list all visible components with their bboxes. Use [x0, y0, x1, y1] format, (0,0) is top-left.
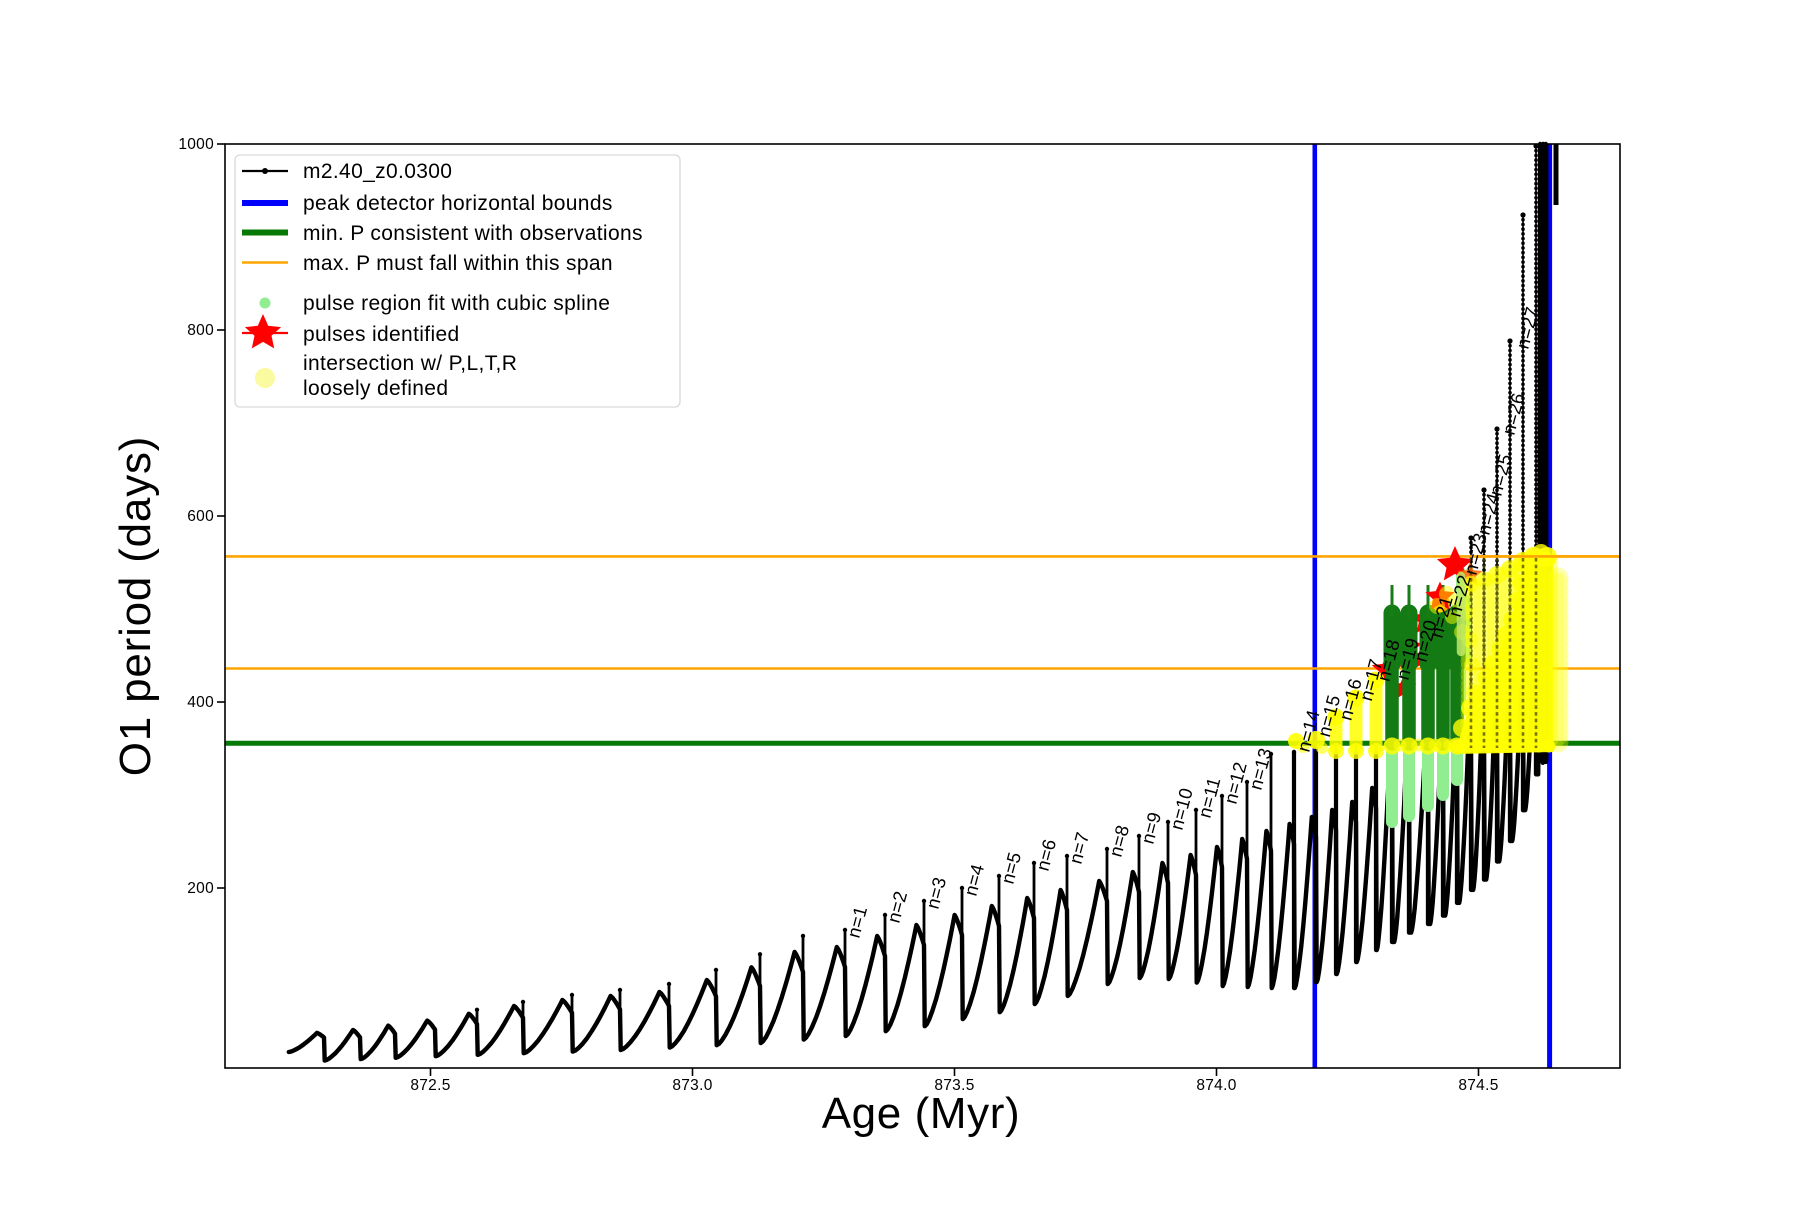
- svg-text:800: 800: [187, 322, 214, 339]
- svg-text:Age (Myr): Age (Myr): [822, 1089, 1021, 1138]
- svg-text:874.5: 874.5: [1458, 1077, 1498, 1094]
- svg-text:873.0: 873.0: [672, 1077, 712, 1094]
- svg-text:874.0: 874.0: [1196, 1077, 1236, 1094]
- svg-text:m2.40_z0.0300: m2.40_z0.0300: [303, 160, 452, 183]
- svg-text:872.5: 872.5: [410, 1077, 450, 1094]
- svg-text:873.5: 873.5: [934, 1077, 974, 1094]
- svg-text:loosely defined: loosely defined: [303, 377, 448, 400]
- svg-text:intersection w/ P,L,T,R: intersection w/ P,L,T,R: [303, 352, 517, 375]
- svg-text:min. P consistent with observa: min. P consistent with observations: [303, 222, 643, 245]
- svg-text:O1 period (days): O1 period (days): [111, 436, 160, 777]
- svg-text:600: 600: [187, 508, 214, 525]
- svg-text:peak detector horizontal bound: peak detector horizontal bounds: [303, 192, 613, 215]
- svg-text:1000: 1000: [178, 136, 214, 153]
- svg-text:pulses identified: pulses identified: [303, 323, 460, 346]
- svg-text:max. P must fall within this s: max. P must fall within this span: [303, 252, 613, 275]
- svg-text:200: 200: [187, 880, 214, 897]
- svg-text:400: 400: [187, 694, 214, 711]
- svg-text:pulse region fit with cubic sp: pulse region fit with cubic spline: [303, 292, 610, 315]
